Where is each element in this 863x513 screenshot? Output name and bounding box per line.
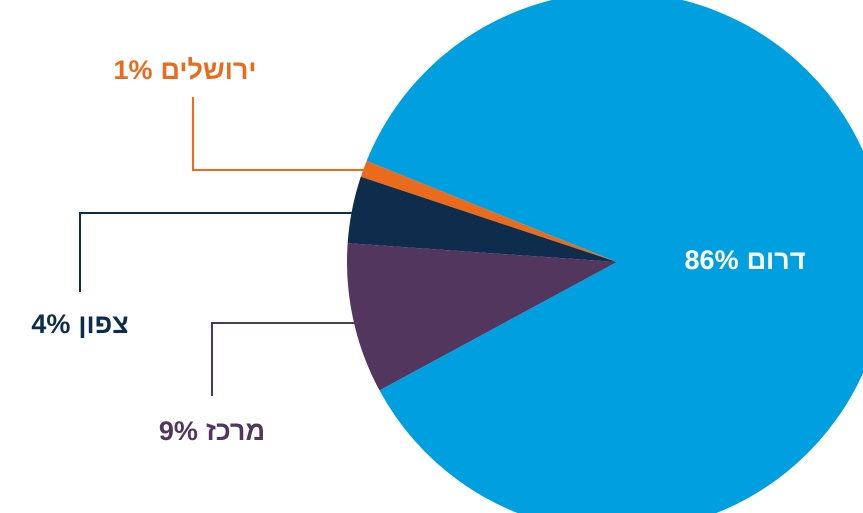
leader-line bbox=[79, 212, 352, 292]
slice-label-value: 1% bbox=[113, 55, 152, 85]
leader-line bbox=[211, 322, 356, 396]
slice-label-name: דרום bbox=[747, 245, 806, 275]
slice-label-name: צפון bbox=[78, 309, 128, 339]
pie-slice bbox=[347, 176, 617, 262]
pie-slice bbox=[347, 243, 617, 391]
slice-label-value: 4% bbox=[31, 309, 70, 339]
pie-slice bbox=[366, 0, 863, 513]
slice-label-name: מרכז bbox=[206, 416, 265, 446]
slice-label-name: ירושלים bbox=[160, 55, 256, 85]
slices bbox=[347, 0, 863, 513]
pie-slice bbox=[360, 160, 617, 262]
slice-label-value: 86% bbox=[685, 245, 739, 275]
leader-line bbox=[192, 97, 365, 171]
slice-label-value: 9% bbox=[159, 416, 198, 446]
